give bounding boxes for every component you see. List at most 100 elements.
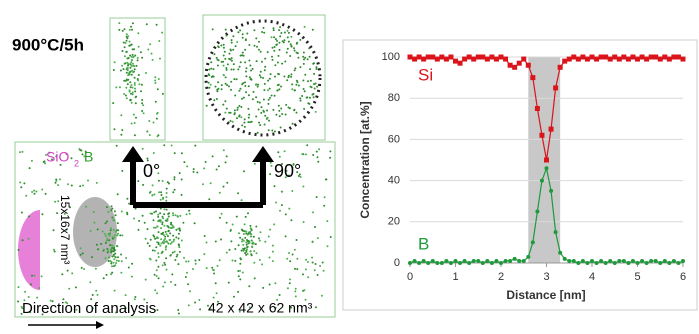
atom-dot — [51, 158, 53, 161]
data-point — [448, 261, 453, 265]
atom-dot — [281, 163, 283, 165]
data-point — [635, 261, 640, 265]
atom-dot — [241, 238, 244, 241]
data-point — [616, 56, 622, 62]
atom-dot — [143, 221, 146, 224]
atom-dot — [230, 80, 233, 83]
atom-dot — [252, 241, 254, 244]
atom-dot — [123, 28, 126, 31]
atom-dot — [240, 116, 243, 119]
data-point — [557, 64, 563, 70]
atom-dot — [313, 72, 316, 75]
atom-dot — [304, 298, 307, 301]
atom-dot — [156, 309, 159, 311]
atom-dot — [216, 58, 219, 61]
atom-dot — [229, 120, 232, 122]
data-point — [453, 258, 458, 263]
atom-dot — [248, 44, 251, 46]
atom-dot — [271, 55, 273, 58]
atom-dot — [165, 187, 168, 190]
atom-dot — [133, 83, 136, 86]
atom-dot — [247, 94, 250, 97]
atom-dot — [164, 263, 167, 266]
atom-dot — [248, 285, 251, 288]
atom-dot — [130, 55, 133, 58]
atom-dot — [194, 259, 197, 262]
data-point — [458, 261, 463, 265]
data-point — [662, 54, 668, 60]
atom-dot — [240, 249, 243, 252]
atom-dot — [276, 61, 279, 64]
atom-dot — [245, 232, 248, 235]
atom-dot — [109, 229, 112, 232]
atom-dot — [132, 113, 135, 116]
atom-dot — [54, 181, 57, 184]
atom-dot — [229, 229, 232, 232]
atom-dot — [329, 150, 332, 153]
data-point — [467, 261, 472, 265]
atom-dot — [122, 68, 125, 71]
atom-dot — [289, 278, 291, 281]
legend-oxide: SiO — [46, 149, 69, 165]
atom-dot — [272, 108, 275, 111]
atom-dot — [272, 27, 275, 30]
atom-dot — [69, 206, 71, 209]
atom-dot — [84, 150, 87, 153]
atom-dot — [133, 134, 136, 137]
atom-dot — [125, 71, 128, 74]
atom-dot — [196, 171, 199, 174]
atom-dot — [198, 299, 201, 301]
atom-dot — [239, 87, 242, 90]
atom-dot — [156, 225, 159, 228]
atom-dot — [128, 28, 131, 31]
atom-dot — [180, 193, 183, 196]
atom-dot — [316, 237, 319, 240]
atom-dot — [238, 310, 241, 313]
atom-dot — [157, 231, 160, 234]
atom-dot — [237, 290, 240, 293]
atom-dot — [228, 111, 231, 114]
data-point — [598, 54, 604, 60]
atom-dot — [294, 290, 297, 293]
angle-label: 0° — [143, 161, 160, 181]
atom-dot — [325, 178, 328, 181]
atom-dot — [210, 67, 213, 70]
atom-dot — [160, 232, 163, 235]
atom-dot — [102, 277, 105, 280]
data-point — [549, 188, 554, 193]
atom-dot — [258, 121, 261, 124]
atom-dot — [307, 80, 309, 83]
atom-dot — [286, 47, 289, 50]
atom-dot — [278, 155, 281, 158]
atom-dot — [308, 55, 311, 58]
atom-dot — [224, 111, 227, 114]
atom-dot — [91, 294, 94, 296]
atom-dot — [110, 273, 113, 276]
atom-dot — [117, 260, 120, 262]
atom-dot — [79, 253, 82, 256]
atom-dot — [116, 193, 119, 196]
atom-dot — [286, 29, 289, 32]
atom-dot — [278, 48, 281, 51]
atom-dot — [303, 289, 306, 292]
data-point — [521, 56, 527, 62]
atom-dot — [113, 128, 116, 131]
atom-dot — [161, 215, 164, 218]
atom-dot — [124, 294, 127, 297]
atom-dot — [278, 109, 281, 112]
atom-dot — [268, 283, 271, 286]
atom-dot — [21, 239, 24, 242]
y-tick-label: 60 — [388, 133, 400, 145]
atom-dot — [208, 74, 211, 77]
atom-dot — [57, 184, 60, 187]
atom-dot — [188, 212, 191, 215]
atom-dot — [305, 153, 307, 156]
data-point — [671, 258, 676, 263]
legend-dopant: B — [84, 149, 93, 165]
atom-dot — [164, 235, 167, 238]
atom-dot — [120, 133, 123, 136]
atom-dot — [241, 97, 243, 100]
atom-dot — [293, 109, 296, 112]
atom-dot — [113, 234, 116, 236]
atom-dot — [247, 212, 249, 215]
